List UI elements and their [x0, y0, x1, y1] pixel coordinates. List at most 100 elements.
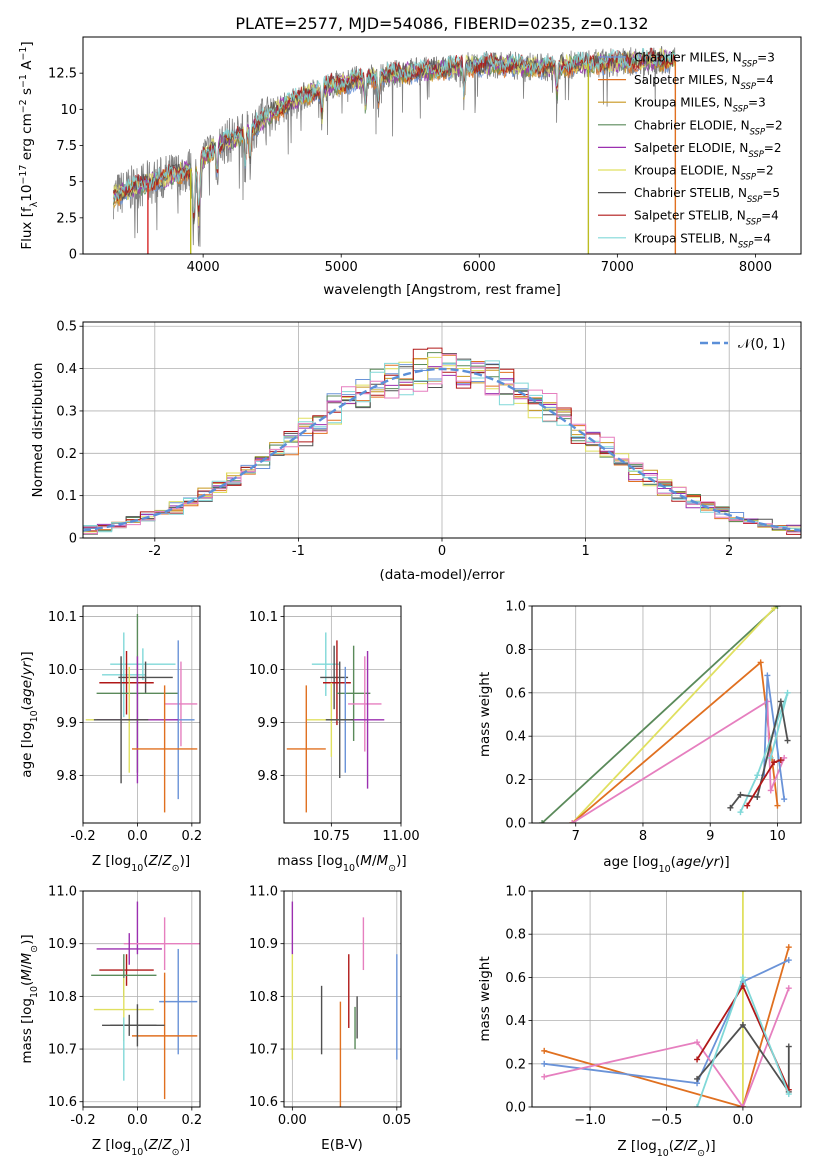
legend-entry-part: =3: [748, 96, 766, 110]
weight-vs-Z-xtick-label: −1.0: [574, 1113, 606, 1128]
spectrum-ylabel: Flux [fλ10−17 erg cm−2 s−1 A−1]: [18, 41, 40, 249]
clip-age-vs-mass-group: [286, 632, 385, 813]
residuals-ytick-label: 0.4: [56, 362, 77, 377]
model-spectrum-line: [113, 47, 676, 213]
mass-vs-Z-xlabel: Z [log10(Z/Z⊙)]: [92, 1137, 190, 1158]
weight-vs-age-xlabel-part: (: [671, 854, 676, 870]
spectrum-ytick-label: 5: [69, 175, 77, 190]
legend-entry-part: SSP: [746, 217, 762, 227]
age-vs-Z-xlabel-part: 10: [131, 863, 143, 874]
age-vs-mass-frame: [283, 605, 402, 824]
legend-entry-part: Kroupa MILES, N: [634, 96, 733, 110]
age-vs-Z-ylabel-part: (: [19, 705, 35, 710]
weight-vs-age-ytick-label: 0.4: [505, 730, 526, 745]
weight-vs-Z-xlabel-part: Z: [687, 1138, 698, 1154]
spectrum-ylabel-part: −1: [18, 47, 29, 61]
age-vs-Z-xlabel-part: Z: [161, 853, 172, 869]
age-vs-mass-ytick-label: 10.1: [249, 610, 278, 625]
residuals-ytick-label: 0.2: [56, 447, 77, 462]
model-spectrum-line: [112, 50, 676, 225]
residuals-ytick-label: 0: [69, 532, 77, 547]
residuals-ytick-label: 0.3: [56, 404, 77, 419]
weight-vs-age-xlabel-part: yr: [705, 854, 721, 870]
weight-vs-age-line: [541, 606, 779, 823]
spectrum-ylabel-part: −1: [18, 74, 29, 88]
mass-vs-Z-ytick-label: 10.7: [48, 1043, 77, 1058]
weight-vs-age-ylabel: mass weight: [477, 672, 493, 757]
clip-spec-group: [112, 46, 677, 254]
legend-entry: Salpeter ELODIE, NSSP=2: [634, 141, 782, 159]
weight-vs-age-frame: [531, 605, 802, 824]
weight-vs-Z-line: [543, 946, 790, 1107]
age-vs-Z-ylabel-part: )]: [19, 651, 35, 662]
spectrum-xlabel: wavelength [Angstrom, rest frame]: [323, 282, 561, 298]
residuals-ytick-label: 0.1: [56, 489, 77, 504]
clip-mass-vs-ebv-group: [291, 901, 398, 1107]
spectrum-ylabel-part: −2: [18, 99, 29, 113]
legend-entry-part: Kroupa STELIB, N: [634, 231, 738, 245]
age-vs-Z-xtick-label: -0.2: [70, 829, 95, 844]
weight-vs-age-ytick-label: 0.6: [505, 686, 526, 701]
mass-vs-Z-ylabel: mass [log10(M/M⊙)]: [19, 934, 40, 1063]
age-vs-mass-ytick-label: 9.9: [257, 716, 278, 731]
age-vs-Z-xlabel-part: (: [143, 853, 148, 869]
mass-vs-Z-xlabel-part: Z: [161, 1137, 172, 1153]
weight-vs-Z-ytick-label: 0.0: [505, 1101, 526, 1116]
weight-vs-Z-line: [696, 1023, 790, 1095]
age-vs-Z-xlabel-part: Z [log: [92, 853, 131, 869]
mass-vs-ebv-ytick-label: 10.9: [249, 937, 278, 952]
weight-vs-age-ytick-label: 0.2: [505, 773, 526, 788]
mass-vs-Z-ytick-label: 10.8: [48, 990, 77, 1005]
age-vs-Z-ylabel-part: age [log: [19, 722, 35, 777]
spectrum-ylabel-part: erg cm: [19, 113, 35, 164]
weight-vs-Z-line: [544, 987, 790, 1107]
legend-entry-part: =4: [753, 231, 771, 245]
legend-entry-part: Salpeter STELIB, N: [634, 209, 746, 223]
age-vs-Z-ytick-label: 9.8: [56, 769, 77, 784]
mass-vs-ebv-frame: [283, 890, 402, 1108]
legend-entry-part: Chabrier MILES, N: [634, 51, 742, 65]
legend-entry: Salpeter STELIB, NSSP=4: [634, 209, 779, 227]
legend-entry-part: SSP: [742, 59, 758, 69]
spectrum-ytick-label: 7.5: [56, 139, 77, 154]
mass-vs-ebv-ytick-label: 10.7: [249, 1043, 278, 1058]
age-vs-mass-xlabel-part: ⊙: [388, 863, 396, 874]
residuals-frame: [82, 321, 802, 539]
weight-vs-age-ytick-label: 0.0: [505, 817, 526, 832]
age-vs-mass-xlabel-part: M: [360, 853, 372, 869]
legend-entry-part: =5: [762, 186, 780, 200]
mass-vs-ebv-ytick-label: 10.8: [249, 990, 278, 1005]
legend-entry-part: =2: [756, 164, 774, 178]
mass-vs-ebv-xtick-label: 0.00: [278, 1113, 307, 1128]
legend-entry: Chabrier ELODIE, NSSP=2: [634, 118, 783, 136]
weight-vs-Z-xlabel-part: Z [log: [617, 1138, 656, 1154]
spectrum-ylabel-part: A: [19, 60, 35, 74]
legend-entry-part: Salpeter MILES, N: [634, 73, 741, 87]
age-vs-Z-ytick-label: 10.1: [48, 610, 77, 625]
residuals-xtick-label: -1: [292, 544, 305, 559]
weight-vs-age-xtick-label: 7: [572, 829, 580, 844]
weight-vs-Z-xlabel-part: 10: [657, 1148, 669, 1159]
age-vs-Z-xlabel-part: /: [158, 853, 163, 869]
age-vs-mass-xlabel-part: )]: [396, 853, 407, 869]
weight-vs-Z-xlabel-part: ⊙: [697, 1148, 705, 1159]
spectrum-ytick-label: 12.5: [48, 67, 77, 82]
spectrum-ylabel-part: 10: [19, 185, 35, 202]
legend-entry-part: SSP: [741, 81, 757, 91]
age-vs-Z-ylabel-part: /: [19, 675, 35, 680]
mass-vs-Z-ylabel-part: 10: [29, 986, 40, 998]
residuals-xtick-label: -2: [148, 544, 161, 559]
mass-vs-Z-xtick-label: -0.2: [70, 1113, 95, 1128]
mass-vs-Z-ylabel-part: mass [log: [19, 998, 35, 1064]
age-vs-Z-ylabel-part: yr: [19, 660, 35, 676]
weight-vs-age-xlabel-part: )]: [719, 854, 730, 870]
weight-vs-age-xtick-label: 8: [639, 829, 647, 844]
age-vs-Z-ylabel: age [log10(age/yr)]: [19, 651, 40, 777]
legend-entry: Chabrier STELIB, NSSP=5: [634, 186, 780, 204]
spectrum-ylabel-part: ]: [19, 41, 35, 46]
mass-vs-Z-frame: [82, 890, 201, 1108]
age-vs-mass-xlabel-part: /: [372, 853, 377, 869]
legend-entry-part: =3: [757, 51, 775, 65]
age-vs-mass-xtick-label: 10.75: [313, 829, 350, 844]
